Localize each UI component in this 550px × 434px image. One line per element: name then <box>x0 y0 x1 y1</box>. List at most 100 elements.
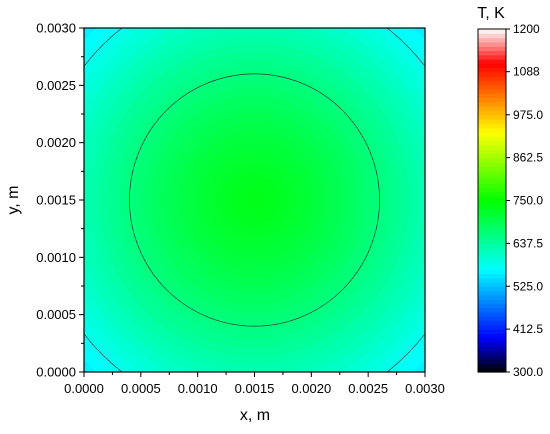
colorbar-segment <box>478 221 506 227</box>
colorbar-segment <box>478 93 506 99</box>
colorbar-segment <box>478 264 506 270</box>
plot-area <box>84 28 425 372</box>
colorbar-segment <box>478 63 506 69</box>
colorbar-segment <box>478 243 506 249</box>
colorbar-segment <box>478 136 506 142</box>
colorbar-segment <box>478 367 506 373</box>
colorbar-segment <box>478 174 506 180</box>
y-tick-label: 0.0005 <box>36 307 76 322</box>
colorbar-segment <box>478 80 506 86</box>
colorbar-segment <box>478 123 506 129</box>
colorbar-segment <box>478 29 506 34</box>
colorbar-segment <box>478 54 506 60</box>
colorbar-segment <box>478 200 506 206</box>
colorbar-segment <box>478 140 506 146</box>
colorbar-segment <box>478 89 506 94</box>
x-tick-label: 0.0005 <box>121 381 161 396</box>
y-tick-label: 0.0020 <box>36 135 76 150</box>
colorbar-segment <box>478 273 506 279</box>
colorbar-segment <box>478 316 506 322</box>
y-tick-label: 0.0010 <box>36 250 76 265</box>
colorbar-segment <box>478 281 506 287</box>
colorbar-segment <box>478 71 506 77</box>
inner-contour <box>129 73 380 327</box>
colorbar-title: T, K <box>477 5 505 22</box>
y-tick-label: 0.0000 <box>36 365 76 380</box>
colorbar-segment <box>478 329 506 335</box>
x-tick-label: 0.0025 <box>348 381 388 396</box>
x-tick-label: 0.0000 <box>64 381 104 396</box>
y-axis-title: y, m <box>5 185 22 214</box>
colorbar-segment <box>478 269 506 274</box>
y-tick-label: 0.0030 <box>36 21 76 36</box>
colorbar-segment <box>478 127 506 133</box>
colorbar-segment <box>478 204 506 210</box>
colorbar-segment <box>478 67 506 73</box>
colorbar-segment <box>478 260 506 266</box>
colorbar-segment <box>478 239 506 244</box>
colorbar-segment <box>478 337 506 343</box>
x-axis-title: x, m <box>240 407 270 424</box>
x-tick-label: 0.0010 <box>178 381 218 396</box>
x-tick-label: 0.0015 <box>235 381 275 396</box>
y-axis: 0.0000 0.0005 0.0010 0.0015 0.0020 0.0025 0.00… <box>36 21 84 380</box>
colorbar-segment <box>478 41 506 47</box>
y-tick-label: 0.0025 <box>36 78 76 93</box>
colorbar-tick-label: 300.0 <box>513 365 543 379</box>
colorbar-segment <box>478 59 506 64</box>
colorbar-segment <box>478 213 506 219</box>
colorbar-segment <box>478 170 506 176</box>
colorbar-segment <box>478 307 506 313</box>
colorbar-segment <box>478 179 506 184</box>
colorbar-segment <box>478 101 506 107</box>
colorbar-segment <box>478 33 506 39</box>
colorbar-segment <box>478 196 506 202</box>
colorbar-segment <box>478 217 506 223</box>
colorbar-segment <box>478 277 506 283</box>
colorbar-segment <box>478 324 506 330</box>
colorbar-segment <box>478 37 506 43</box>
colorbar-segment <box>478 110 506 116</box>
colorbar-segment <box>478 131 506 137</box>
y-tick-label: 0.0015 <box>36 193 76 208</box>
colorbar-segment <box>478 153 506 159</box>
x-tick-label: 0.0020 <box>291 381 331 396</box>
colorbar-segment <box>478 119 506 124</box>
colorbar-segment <box>478 84 506 90</box>
colorbar-segment <box>478 106 506 112</box>
colorbar-segment <box>478 166 506 172</box>
colorbar-segment <box>478 320 506 326</box>
colorbar-segment <box>478 161 506 167</box>
colorbar: 300.0 412.5 525.0 637.5 750.0 862.5 975.0 1088 1… <box>477 22 543 379</box>
colorbar-segment <box>478 333 506 339</box>
colorbar-segment <box>478 144 506 150</box>
colorbar-segment <box>478 226 506 232</box>
x-tick-label: 0.0030 <box>405 381 445 396</box>
colorbar-tick-label: 1088 <box>513 65 540 79</box>
colorbar-segment <box>478 187 506 193</box>
colorbar-tick-label: 637.5 <box>513 236 543 250</box>
colorbar-segment <box>478 350 506 356</box>
colorbar-tick-label: 750.0 <box>513 194 543 208</box>
colorbar-segment <box>478 341 506 347</box>
colorbar-segment <box>478 290 506 296</box>
colorbar-segment <box>478 256 506 262</box>
colorbar-segment <box>478 354 506 360</box>
x-axis: 0.0000 0.0005 0.0010 0.0015 0.0020 0.0025 0.00… <box>64 372 445 396</box>
colorbar-segment <box>478 191 506 197</box>
colorbar-segment <box>478 230 506 236</box>
colorbar-segment <box>478 149 506 154</box>
colorbar-segment <box>478 97 506 103</box>
colorbar-tick-label: 412.5 <box>513 322 543 336</box>
colorbar-tick-label: 1200 <box>513 22 540 36</box>
colorbar-segment <box>478 303 506 309</box>
colorbar-segment <box>478 251 506 257</box>
colorbar-segment <box>478 114 506 120</box>
colorbar-segment <box>478 346 506 352</box>
colorbar-tick-label: 975.0 <box>513 108 543 122</box>
colorbar-segment <box>478 76 506 82</box>
colorbar-segment <box>478 50 506 56</box>
colorbar-segment <box>478 247 506 253</box>
colorbar-tick-label: 862.5 <box>513 151 543 165</box>
